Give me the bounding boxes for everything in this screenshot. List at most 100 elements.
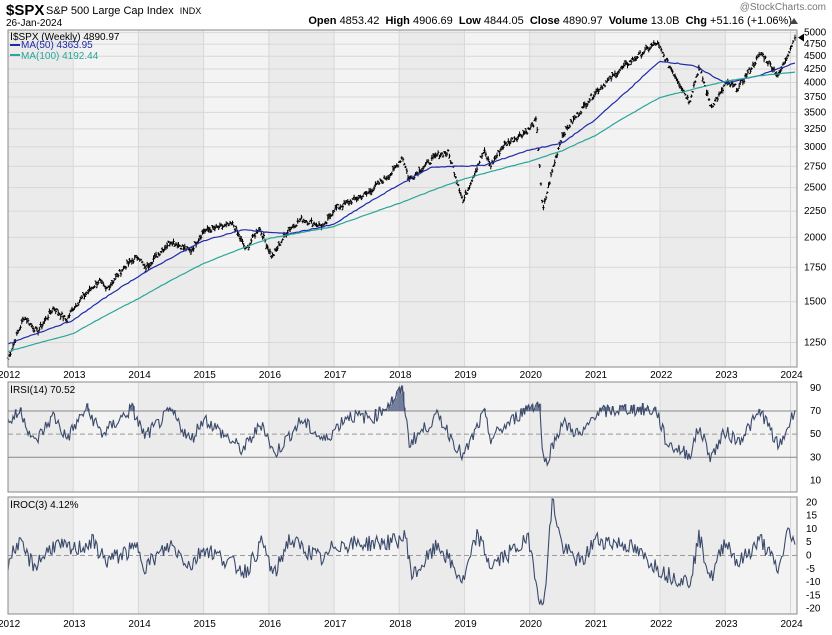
price-legend-label: ⵏ$SPX (Weekly) 4890.97 [10,32,120,43]
high-value: 4906.69 [412,15,453,27]
date-label: 26-Jan-2024 [6,18,63,29]
price-x-tick-label: 2016 [259,370,282,381]
price-panel-year-band [268,30,335,367]
rsi-y-tick-label: 30 [810,452,822,463]
roc-y-tick-label: 5 [806,537,812,548]
rsi-y-tick-label: 50 [810,429,822,440]
roc-x-tick-label: 2016 [259,619,282,630]
exchange-label: INDX [179,6,202,16]
rsi-panel-year-band [399,382,465,492]
roc-y-tick-label: -5 [806,564,815,575]
price-panel-year-band [529,30,595,367]
stockcharts-logo: @StockCharts.com [739,2,826,13]
volume-value: 13.0B [650,15,680,27]
price-y-tick-label: 2250 [804,206,827,217]
price-panel-year-band [8,30,74,367]
price-x-tick-label: 2015 [194,370,217,381]
price-panel-year-band [138,30,204,367]
price-y-tick-label: 4750 [804,39,827,50]
open-label: Open [308,15,337,27]
roc-x-tick-label: 2012 [0,619,21,630]
ma50-series-line [7,60,796,345]
chg-label: Chg [685,15,707,27]
price-x-tick-label: 2021 [585,370,608,381]
open-value: 4853.42 [339,15,380,27]
rsi-y-tick-label: 10 [810,475,822,486]
rsi-panel-year-band [8,382,74,492]
roc-y-tick-label: -10 [806,577,821,588]
ma100-series-line [7,71,796,353]
price-x-tick-label: 2022 [650,370,673,381]
roc-legend-label: ⵏROC(3) 4.12% [10,500,79,511]
price-y-tick-label: 3250 [804,124,827,135]
rsi-y-tick-label: 90 [810,383,822,394]
price-x-tick-label: 2017 [324,370,347,381]
low-label: Low [458,15,481,27]
price-y-tick-label: 3500 [804,107,827,118]
price-y-tick-label: 2000 [804,232,827,243]
roc-x-tick-label: 2022 [650,619,673,630]
roc-y-tick-label: 15 [806,511,818,522]
price-x-tick-label: 2012 [0,370,21,381]
roc-x-tick-label: 2018 [389,619,412,630]
rsi-y-tick-label: 70 [810,406,822,417]
price-panel-year-band [660,30,726,367]
chart-header: $SPX S&P 500 Large Cap Index INDX 26-Jan… [0,0,832,30]
price-y-tick-label: 1750 [804,262,827,273]
scroll-up-icon [790,18,798,24]
price-y-tick-label: 3000 [804,142,827,153]
rsi-panel-frame [7,381,798,493]
roc-y-tick-label: -20 [806,604,821,615]
price-y-tick-label: 4000 [804,78,827,89]
rsi-panel-year-band [138,382,204,492]
volume-label: Volume [608,15,648,27]
roc-x-tick-label: 2019 [454,619,477,630]
ma50-legend-label: MA(50) 4363.95 [21,40,93,51]
ohlc-readout: Open 4853.42 High 4906.69 Low 4844.05 Cl… [308,15,792,27]
roc-x-tick-label: 2021 [585,619,608,630]
price-x-tick-label: 2020 [520,370,543,381]
price-y-tick-label: 5000 [804,28,827,39]
roc-y-tick-label: 20 [806,497,818,508]
price-x-tick-label: 2014 [128,370,151,381]
price-x-tick-label: 2019 [454,370,477,381]
roc-x-tick-label: 2020 [520,619,543,630]
price-panel-frame [7,29,798,368]
close-value: 4890.97 [562,15,603,27]
price-y-tick-label: 2750 [804,161,827,172]
price-x-tick-label: 2023 [715,370,738,381]
roc-x-tick-label: 2017 [324,619,347,630]
roc-x-tick-label: 2013 [63,619,86,630]
price-y-tick-label: 4500 [804,51,827,62]
chg-value: +51.16 (+1.06%) [710,15,792,27]
rsi-panel-year-band [529,382,595,492]
rsi-panel-year-band [660,382,726,492]
price-y-tick-label: 2500 [804,183,827,194]
roc-x-tick-label: 2023 [715,619,738,630]
high-label: High [385,15,410,27]
roc-y-tick-label: 0 [806,551,812,562]
rsi-legend-label: ⵏRSI(14) 70.52 [10,385,76,396]
roc-y-tick-label: 10 [806,524,818,535]
price-panel-year-band [399,30,465,367]
ma100-legend-label: MA(100) 4192.44 [21,51,99,62]
price-y-tick-label: 1500 [804,297,827,308]
index-name-text: S&P 500 Large Cap Index [46,5,174,17]
index-name: S&P 500 Large Cap Index INDX [46,5,201,17]
roc-panel-frame [7,496,798,615]
price-x-tick-label: 2013 [63,370,86,381]
close-label: Close [529,15,560,27]
roc-y-tick-label: -15 [806,590,821,601]
rsi-series-line [7,385,796,467]
low-value: 4844.05 [483,15,524,27]
price-x-tick-label: 2024 [780,370,803,381]
roc-x-tick-label: 2015 [194,619,217,630]
roc-x-tick-label: 2024 [780,619,803,630]
roc-x-tick-label: 2014 [128,619,151,630]
price-last-marker [798,33,804,42]
symbol-label: $SPX [6,2,45,19]
price-x-tick-label: 2018 [389,370,412,381]
roc-series-line [7,497,796,606]
price-y-tick-label: 3750 [804,92,827,103]
